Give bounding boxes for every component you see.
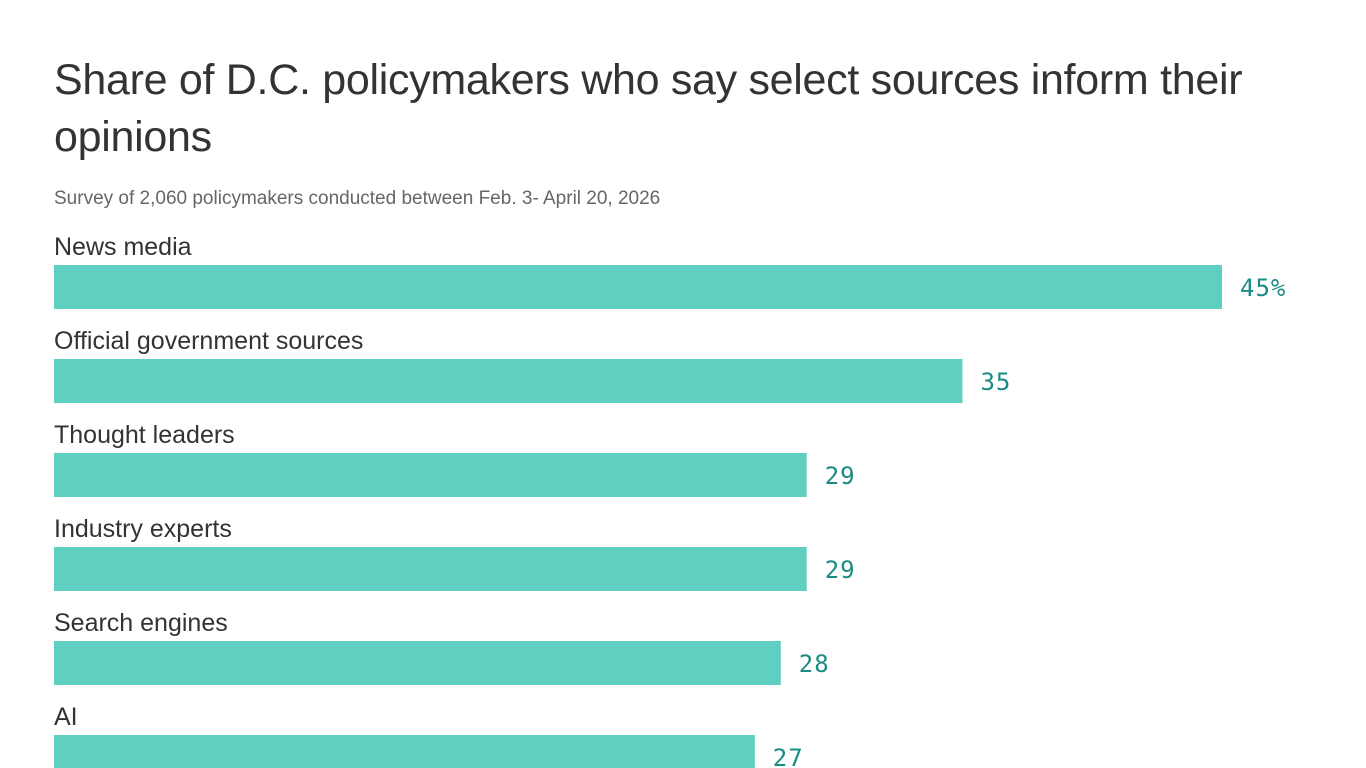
bar (54, 265, 1222, 309)
category-label: Search engines (54, 609, 228, 637)
chart-title: Share of D.C. policymakers who say selec… (54, 56, 1243, 161)
category-label: Official government sources (54, 327, 363, 355)
value-label: 35 (980, 368, 1011, 396)
value-label: 28 (799, 650, 830, 678)
value-label: 45% (1240, 274, 1286, 302)
bar (54, 547, 807, 591)
category-label: Industry experts (54, 515, 232, 543)
category-label: AI (54, 703, 78, 731)
category-label: News media (54, 233, 192, 261)
category-label: Thought leaders (54, 421, 235, 449)
bar (54, 735, 755, 768)
value-label: 29 (825, 556, 856, 584)
value-label: 29 (825, 462, 856, 490)
chart-subtitle: Survey of 2,060 policymakers conducted b… (54, 188, 661, 209)
bar (54, 453, 807, 497)
bar (54, 359, 963, 403)
value-label: 27 (773, 744, 804, 768)
bar (54, 641, 781, 685)
